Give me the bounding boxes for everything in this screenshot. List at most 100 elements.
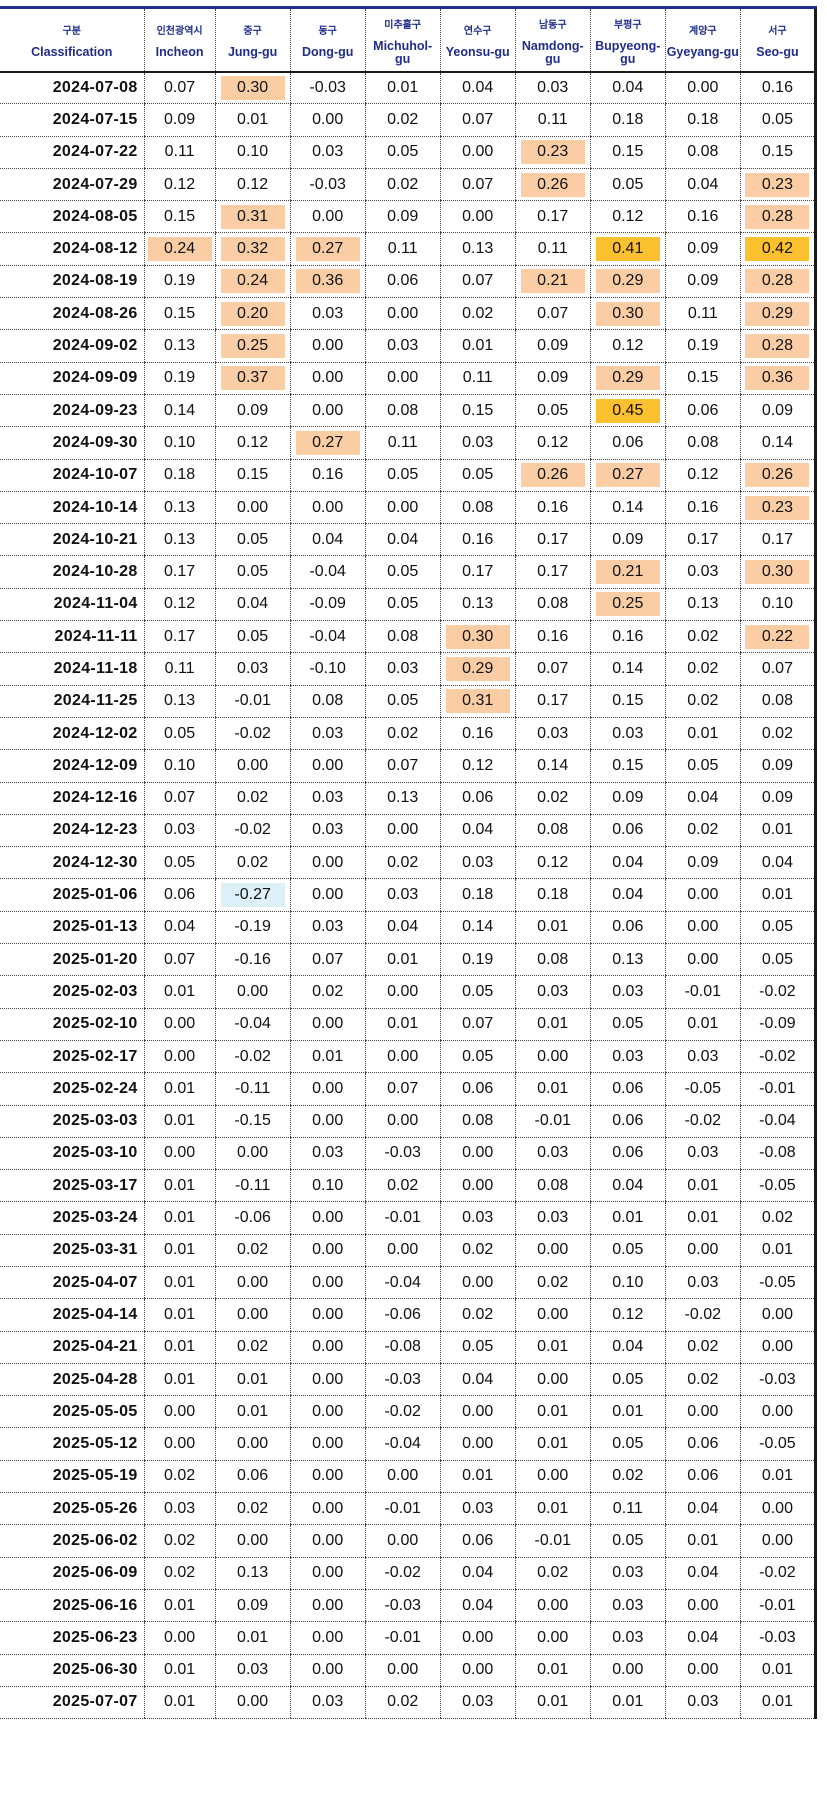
cell-value: 0.08 [761,692,793,710]
cell-value: 0.16 [537,627,569,645]
value-cell: 0.00 [664,911,741,945]
value-cell: 0.09 [589,523,666,557]
cell-value: 0.13 [164,337,196,355]
cell-value: 0.00 [462,1628,494,1646]
value-cell: 0.19 [664,329,741,363]
value-cell: 0.14 [739,426,816,460]
value-cell: 0.03 [364,878,441,912]
cell-value: 0.13 [462,595,494,613]
cell-value: 0.15 [761,143,793,161]
cell-value: -0.02 [759,1564,796,1582]
value-cell: 0.06 [439,782,516,815]
table-row: 2025-01-06 0.06 -0.27 0.00 0.03 0.18 0.18 0.04 0… [0,878,816,912]
cell-value: 0.14 [537,756,569,774]
value-cell: 0.23 [739,491,816,525]
header-region: 미추홀구 Michuhol-gu [364,6,441,73]
cell-value: 0.00 [687,886,719,904]
cell-value: 0.17 [537,530,569,548]
cell-value: 0.06 [687,401,719,419]
value-cell: 0.12 [214,168,291,202]
value-cell: 0.09 [739,749,816,783]
cell-value: 0.17 [687,530,719,548]
value-cell: 0.21 [514,265,591,299]
value-cell: 0.01 [214,103,291,137]
table-row: 2024-08-12 0.24 0.32 0.27 0.11 0.13 0.11 0.41 0.… [0,232,816,266]
cell-value: -0.04 [234,1015,271,1033]
value-cell: 0.16 [289,459,366,492]
value-cell: 0.01 [514,1427,591,1461]
value-cell: 0.24 [214,265,291,299]
cell-value: 0.13 [237,1564,269,1582]
cell-value: 0.06 [612,1144,644,1162]
value-cell: 0.05 [214,555,291,589]
value-cell: 0.03 [289,911,366,945]
cell-value: 0.00 [164,1435,196,1453]
value-cell: 0.02 [214,1234,291,1267]
cell-value: 0.04 [687,789,719,807]
value-cell: 0.26 [739,459,816,492]
cell-value: 0.00 [687,1402,719,1420]
value-cell: 0.05 [364,555,441,589]
cell-value: 0.05 [612,1532,644,1549]
value-cell: 0.01 [143,975,216,1009]
value-cell: 0.13 [439,232,516,266]
cell-value: 0.13 [462,240,494,258]
cell-value: 0.00 [537,1370,569,1388]
value-cell: -0.11 [214,1072,291,1106]
cell-value: 0.02 [462,1241,494,1259]
value-cell: 0.02 [214,1331,291,1364]
cell-value: 0.03 [612,982,644,1000]
cell-value: 0.04 [612,1176,644,1194]
cell-value: 0.18 [164,466,196,484]
cell-value: 0.09 [687,853,719,871]
value-cell: 0.05 [364,588,441,622]
value-cell: 0.00 [439,1395,516,1429]
value-cell: 0.15 [589,136,666,169]
cell-value: 0.18 [462,886,494,904]
cell-value: 0.10 [761,595,793,613]
row-date: 2025-03-03 [0,1105,145,1138]
cell-value: -0.06 [234,1209,271,1227]
cell-value: 0.00 [237,756,269,774]
value-cell: 0.02 [143,1557,216,1590]
value-cell: 0.06 [589,426,666,460]
cell-value: 0.08 [462,1112,494,1130]
cell-value: 0.03 [537,1144,569,1162]
cell-value: 0.09 [761,756,793,774]
value-cell: 0.03 [289,717,366,751]
value-cell: 0.02 [739,717,816,751]
cell-value: 0.03 [312,918,344,936]
value-cell: 0.03 [589,1040,666,1074]
header-region: 서구 Seo-gu [739,6,816,73]
table-row: 2024-09-09 0.19 0.37 0.00 0.00 0.11 0.09 0.29 0.… [0,362,816,395]
table-row: 2024-11-25 0.13 -0.01 0.08 0.05 0.31 0.17 0.15 0… [0,685,816,718]
cell-value: 0.09 [687,272,719,290]
cell-value: 0.06 [612,1112,644,1130]
value-cell: 0.11 [364,232,441,266]
cell-value: 0.09 [237,401,269,419]
weekly-change-table: 구분 Classification 인천광역시 Incheon 중구 Jung-gu 동… [0,6,817,1720]
value-cell: 0.12 [439,749,516,783]
value-cell: 0.02 [664,685,741,718]
value-cell: 0.00 [214,975,291,1009]
value-cell: 0.04 [739,846,816,880]
cell-value: 0.06 [462,1532,494,1549]
value-cell: -0.09 [289,588,366,622]
value-cell: 0.02 [439,1234,516,1267]
cell-value: 0.17 [537,563,569,581]
cell-value: 0.12 [612,1305,644,1323]
cell-value: 0.16 [612,627,644,645]
cell-value: 0.02 [387,175,419,193]
header-ko: 계양구 [689,26,717,38]
value-cell: -0.02 [739,1040,816,1074]
cell-value: -0.05 [759,1273,796,1291]
value-cell: -0.16 [214,943,291,977]
value-cell: 0.36 [289,265,366,299]
table-row: 2025-06-23 0.00 0.01 0.00 -0.01 0.00 0.00 0.03 0… [0,1621,816,1655]
value-cell: 0.01 [214,1395,291,1429]
cell-value: 0.14 [612,659,644,677]
cell-value: 0.04 [387,918,419,936]
value-cell: -0.01 [364,1621,441,1655]
cell-value: 0.17 [462,563,494,581]
value-cell: -0.04 [289,620,366,654]
